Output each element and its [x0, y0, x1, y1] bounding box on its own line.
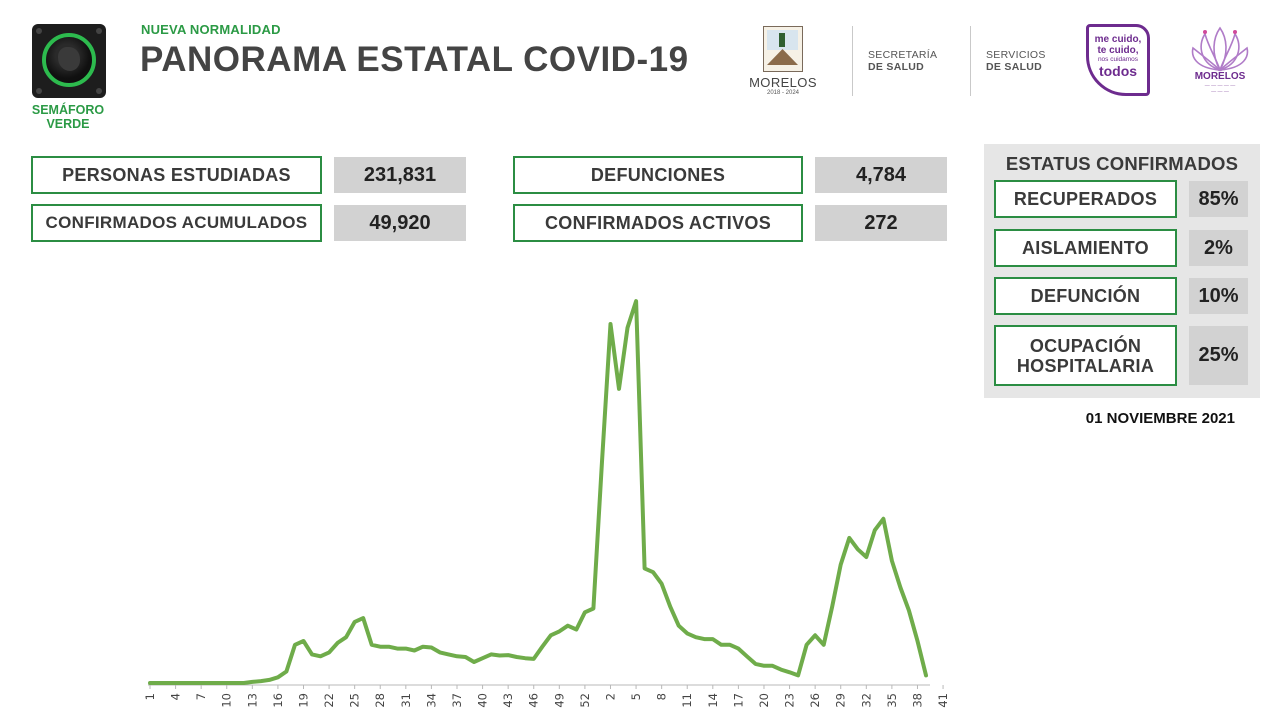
x-tick-label: 49	[552, 693, 566, 708]
green-light-icon	[42, 33, 96, 87]
x-tick-label: 38	[910, 693, 924, 708]
morelos-logo-years: 2018 - 2024	[766, 90, 800, 96]
x-tick-label: 19	[296, 693, 310, 708]
x-tick-label: 2	[603, 693, 617, 700]
x-tick-label: 37	[450, 693, 464, 708]
morelos-flower-logo-text: MORELOS	[1194, 71, 1246, 82]
x-tick-label: 40	[476, 693, 490, 708]
status-label-defuncion: DEFUNCIÓN	[994, 277, 1177, 315]
x-tick-label: 14	[706, 693, 720, 708]
stat-label-defunciones: DEFUNCIONES	[513, 156, 803, 194]
status-value-ocupacion-hospitalaria: 25%	[1189, 326, 1248, 385]
secretaria-logo: SECRETARÍA DE SALUD	[868, 49, 938, 73]
x-tick-label: 32	[859, 693, 873, 708]
x-tick-label: 26	[808, 693, 822, 708]
x-tick-label: 11	[680, 693, 694, 708]
x-tick-label: 23	[783, 693, 797, 708]
x-tick-label: 34	[424, 693, 438, 708]
divider	[852, 26, 853, 96]
stat-value-confirmados-activos: 272	[815, 205, 947, 241]
stat-value-defunciones: 4,784	[815, 157, 947, 193]
semaforo-label: SEMÁFORO VERDE	[31, 103, 105, 131]
x-tick-label: 17	[731, 693, 745, 708]
stat-value-confirmados-acumulados: 49,920	[334, 205, 466, 241]
x-tick-label: 35	[885, 693, 899, 708]
x-tick-label: 1	[143, 693, 157, 700]
stat-label-confirmados-acumulados: CONFIRMADOS ACUMULADOS	[31, 204, 322, 242]
status-label-recuperados: RECUPERADOS	[994, 180, 1177, 218]
series-line	[148, 299, 928, 685]
x-tick-label: 13	[245, 693, 259, 708]
x-tick-label: 28	[373, 693, 387, 708]
x-tick-label: 52	[578, 693, 592, 708]
x-tick-label: 41	[936, 693, 950, 708]
status-value-defuncion: 10%	[1189, 278, 1248, 314]
x-tick-label: 7	[194, 693, 208, 700]
stat-value-personas-estudiadas: 231,831	[334, 157, 466, 193]
servicios-logo: SERVICIOS DE SALUD	[986, 49, 1046, 73]
status-label-aislamiento: AISLAMIENTO	[994, 229, 1177, 267]
x-tick-label: 16	[271, 693, 285, 708]
x-tick-label: 4	[169, 693, 183, 700]
morelos-logo-text: MORELOS	[749, 75, 817, 90]
stat-label-personas-estudiadas: PERSONAS ESTUDIADAS	[31, 156, 322, 194]
x-tick-label: 22	[322, 693, 336, 708]
kicker: NUEVA NORMALIDAD	[141, 22, 281, 37]
page-title: PANORAMA ESTATAL COVID-19	[140, 40, 689, 79]
x-tick-label: 5	[629, 693, 643, 700]
x-tick-label: 25	[348, 693, 362, 708]
status-value-aislamiento: 2%	[1189, 230, 1248, 266]
morelos-flower-logo-subtext: — — — — — — — —	[1204, 83, 1236, 95]
x-tick-label: 46	[527, 693, 541, 708]
x-tick-label: 8	[655, 693, 669, 700]
divider	[970, 26, 971, 96]
cases-line-chart: 1 4 7 10 13 16 19 22 25 28 31 34 37 40 43 46 49 52 2 5 8 11 14…	[143, 299, 950, 708]
stat-label-confirmados-activos: CONFIRMADOS ACTIVOS	[513, 204, 803, 242]
status-label-ocupacion-hospitalaria: OCUPACIÓN HOSPITALARIA	[994, 325, 1177, 386]
report-date: 01 NOVIEMBRE 2021	[1085, 410, 1235, 427]
x-tick-label: 31	[399, 693, 413, 708]
semaforo-icon	[32, 24, 106, 98]
status-title: ESTATUS CONFIRMADOS	[1005, 153, 1239, 174]
status-value-recuperados: 85%	[1189, 181, 1248, 217]
morelos-coat-of-arms-icon	[763, 26, 803, 72]
morelos-flower-icon	[1191, 26, 1249, 72]
x-tick-label: 29	[834, 693, 848, 708]
x-tick-label: 20	[757, 693, 771, 708]
x-tick-label: 10	[220, 693, 234, 708]
me-cuido-logo: me cuido, te cuido, nos cuidamos todos	[1086, 24, 1150, 96]
x-tick-label: 43	[501, 693, 515, 708]
